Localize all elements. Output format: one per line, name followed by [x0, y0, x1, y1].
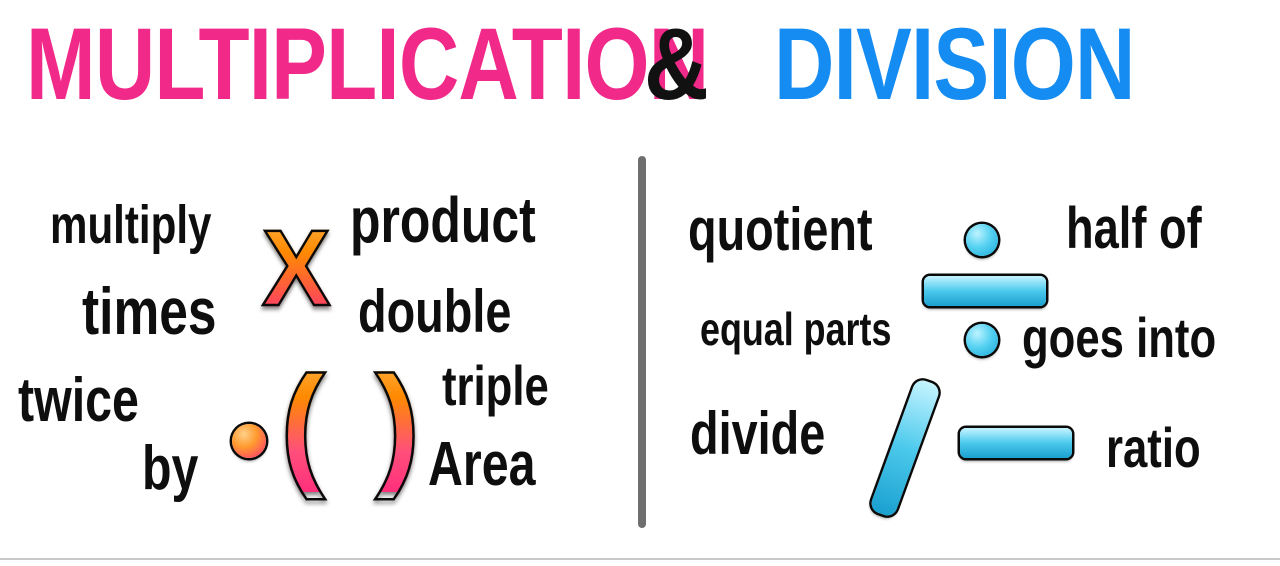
paren-left-icon: ( [280, 356, 325, 492]
paren-right-icon: ) [375, 356, 420, 492]
word-quotient: quotient [688, 200, 873, 260]
title-multiplication: MULTIPLICATION [26, 6, 708, 123]
division-sign-top-dot-icon [966, 224, 998, 256]
word-equal-parts: equal parts [700, 306, 891, 352]
infographic-stage: MULTIPLICATION & DIVISION multiply times… [0, 0, 1280, 566]
word-half-of: half of [1066, 200, 1202, 258]
division-sign-bottom-dot-icon [966, 324, 998, 356]
word-divide: divide [690, 404, 825, 464]
word-double: double [358, 282, 511, 342]
word-by: by [142, 438, 198, 500]
multiply-x-icon: X [262, 214, 330, 322]
division-slash-icon [869, 378, 941, 518]
title-ampersand: & [644, 6, 708, 123]
division-sign-bar-icon [924, 276, 1046, 306]
title-division: DIVISION [774, 6, 1135, 123]
word-triple: triple [442, 358, 549, 414]
center-divider [638, 156, 646, 528]
bottom-rule [0, 558, 1280, 560]
word-goes-into: goes into [1022, 310, 1216, 366]
word-area: Area [428, 434, 536, 496]
word-times: times [82, 278, 216, 344]
word-ratio: ratio [1106, 420, 1201, 476]
word-twice: twice [18, 370, 139, 432]
word-product: product [350, 188, 536, 252]
division-equals-bar-icon [960, 428, 1072, 458]
multiply-dot-icon [232, 424, 266, 458]
word-multiply: multiply [50, 198, 211, 252]
